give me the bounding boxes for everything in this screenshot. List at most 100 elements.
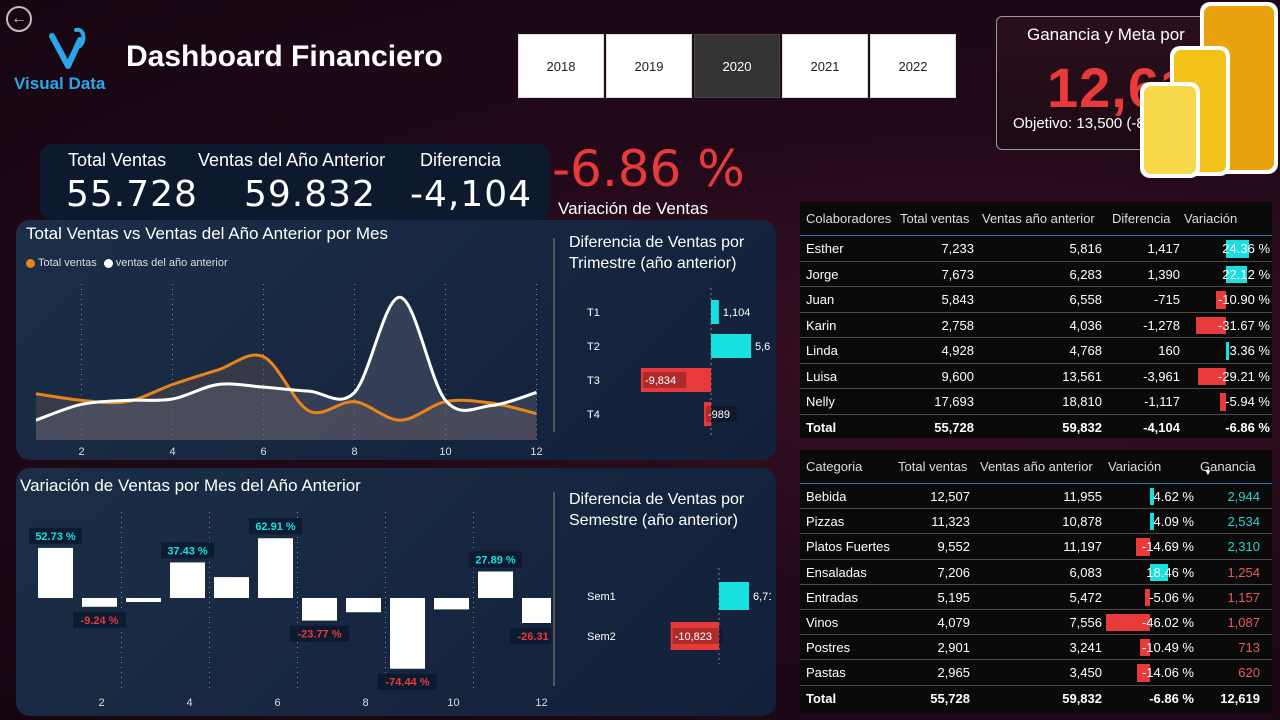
- quarter-chart-title: Diferencia de Ventas por Trimestre (año …: [569, 234, 745, 272]
- sort-desc-icon[interactable]: ▼: [1204, 468, 1212, 477]
- row-total: 9,600: [941, 368, 974, 384]
- row-prev: 7,556: [1069, 615, 1102, 630]
- row-variation: 24.36 %: [1222, 241, 1270, 256]
- variation-bar: [1135, 538, 1150, 556]
- table-row: Esther 7,233 5,816 1,417 24.36 %: [800, 236, 1272, 262]
- variation-value: -6.86 %: [552, 140, 745, 198]
- table-row: Nelly 17,693 18,810 -1,117 -5.94 %: [800, 389, 1272, 415]
- table-row: Vinos 4,079 7,556 -46.02 % 1,087: [800, 610, 1272, 636]
- logo-mark-icon: [49, 27, 86, 69]
- row-prev: 11,197: [1063, 539, 1102, 555]
- variation-chart-title: Variación de Ventas por Mes del Año Ante…: [20, 476, 361, 495]
- row-total: 2,965: [937, 665, 970, 681]
- variation-bar: [1226, 265, 1248, 283]
- row-diff: -1,278: [1143, 317, 1180, 333]
- x-tick-label: 10: [439, 446, 451, 458]
- total-sales-label: Total Ventas: [68, 150, 167, 170]
- column-header[interactable]: Diferencia: [1112, 211, 1171, 226]
- bar-category-label: T1: [587, 307, 600, 319]
- row-diff: 160: [1158, 343, 1180, 358]
- column-header[interactable]: Variación: [1108, 459, 1162, 474]
- column-header[interactable]: Ventas año anterior: [982, 211, 1095, 226]
- year-button-2022[interactable]: 2022: [870, 34, 956, 98]
- variation-panel: Variación de Ventas por Mes del Año Ante…: [16, 468, 776, 716]
- row-diff: 1,390: [1147, 266, 1180, 282]
- column-header[interactable]: Ventas año anterior: [980, 459, 1093, 474]
- bar-category-label: T2: [587, 341, 600, 353]
- difference-label: Diferencia: [420, 150, 502, 170]
- variation-bar: [1136, 664, 1150, 682]
- row-name: Karin: [806, 317, 837, 333]
- total-sales-value: 55.728: [66, 174, 198, 215]
- year-button-2018[interactable]: 2018: [518, 34, 604, 98]
- column-header[interactable]: Ganancia: [1200, 459, 1256, 474]
- bar: [703, 402, 711, 426]
- back-button[interactable]: ←: [6, 6, 32, 32]
- variation-bar: [302, 598, 337, 621]
- table-row: Juan 5,843 6,558 -715 -10.90 %: [800, 287, 1272, 313]
- prev-sales-label: Ventas del Año Anterior: [198, 150, 386, 170]
- column-header[interactable]: Variación: [1184, 211, 1238, 226]
- bar-value-label: -10,823: [675, 631, 712, 643]
- row-variation: 18.46 %: [1146, 564, 1194, 580]
- row-total: 55,728: [930, 690, 970, 706]
- row-gain: 713: [1238, 640, 1260, 656]
- series-line-1: [35, 353, 537, 422]
- variation-bar: [1220, 393, 1226, 411]
- x-tick-label: 8: [351, 446, 357, 458]
- bar-category-label: T4: [587, 409, 600, 421]
- table-row: Karin 2,758 4,036 -1,278 -31.67 %: [800, 313, 1272, 338]
- row-total: 55,728: [934, 419, 974, 435]
- variation-data-label: 52.73 %: [35, 531, 76, 543]
- column-header[interactable]: Total ventas: [900, 211, 970, 226]
- row-prev: 4,036: [1069, 317, 1102, 333]
- variation-bar: [478, 571, 513, 598]
- bar: [711, 300, 719, 324]
- line-chart-title: Total Ventas vs Ventas del Año Anterior …: [26, 224, 388, 243]
- column-header[interactable]: Colaboradores: [806, 211, 892, 226]
- row-variation: 4.09 %: [1153, 514, 1194, 530]
- legend-item-prev: ventas del año anterior: [115, 257, 228, 269]
- bar: [670, 622, 719, 650]
- summary-card: Total Ventas 55.728 Ventas del Año Anter…: [40, 144, 550, 220]
- row-variation: -6.86 %: [1225, 419, 1270, 435]
- row-gain: 2,944: [1227, 489, 1260, 504]
- column-header[interactable]: Total ventas: [898, 459, 968, 474]
- data-label-bg: [73, 611, 126, 628]
- powerbi-logo-icon: [1140, 2, 1278, 178]
- row-total: 7,206: [937, 564, 970, 580]
- variation-bar: [170, 562, 205, 598]
- row-variation: -14.69 %: [1141, 539, 1194, 555]
- variation-bar: [214, 577, 249, 598]
- column-header[interactable]: Categoria: [806, 459, 863, 474]
- year-button-2021[interactable]: 2021: [782, 34, 868, 98]
- row-diff: -715: [1153, 292, 1180, 307]
- row-variation: 4.62 %: [1153, 489, 1194, 504]
- table-row: Postres 2,901 3,241 -10.49 % 713: [800, 635, 1272, 661]
- row-total: 2,901: [937, 640, 970, 656]
- row-prev: 5,472: [1069, 589, 1102, 605]
- variation-bar: [1226, 240, 1250, 258]
- x-tick-label: 2: [78, 446, 84, 458]
- row-variation: -29.21 %: [1217, 368, 1270, 384]
- year-button-2019[interactable]: 2019: [606, 34, 692, 98]
- variation-bar: [1226, 342, 1230, 360]
- legend-white-dot-icon: [103, 258, 113, 268]
- row-total: 4,928: [941, 343, 974, 358]
- row-total: 2,758: [941, 317, 974, 333]
- variation-bar: [82, 598, 117, 607]
- data-label-bg: [672, 628, 723, 644]
- collaborators-table: Colaboradores Total ventas Ventas año ante…: [800, 202, 1272, 438]
- logo: Visual Data: [10, 26, 120, 96]
- row-total: 5,843: [941, 292, 974, 307]
- row-variation: -10.90 %: [1217, 292, 1270, 307]
- row-prev: 4,768: [1069, 343, 1102, 358]
- row-total: 4,079: [937, 615, 970, 630]
- year-button-2020[interactable]: 2020: [694, 34, 780, 98]
- table-total-row: Total 55,728 59,832 -4,104 -6.86 %: [800, 415, 1272, 441]
- bar-value-label: -989: [708, 409, 730, 421]
- variation-bar: [1150, 563, 1168, 581]
- table-row: Luisa 9,600 13,561 -3,961 -29.21 %: [800, 364, 1272, 389]
- row-diff: 1,417: [1147, 241, 1180, 256]
- x-tick-label: 6: [274, 697, 280, 709]
